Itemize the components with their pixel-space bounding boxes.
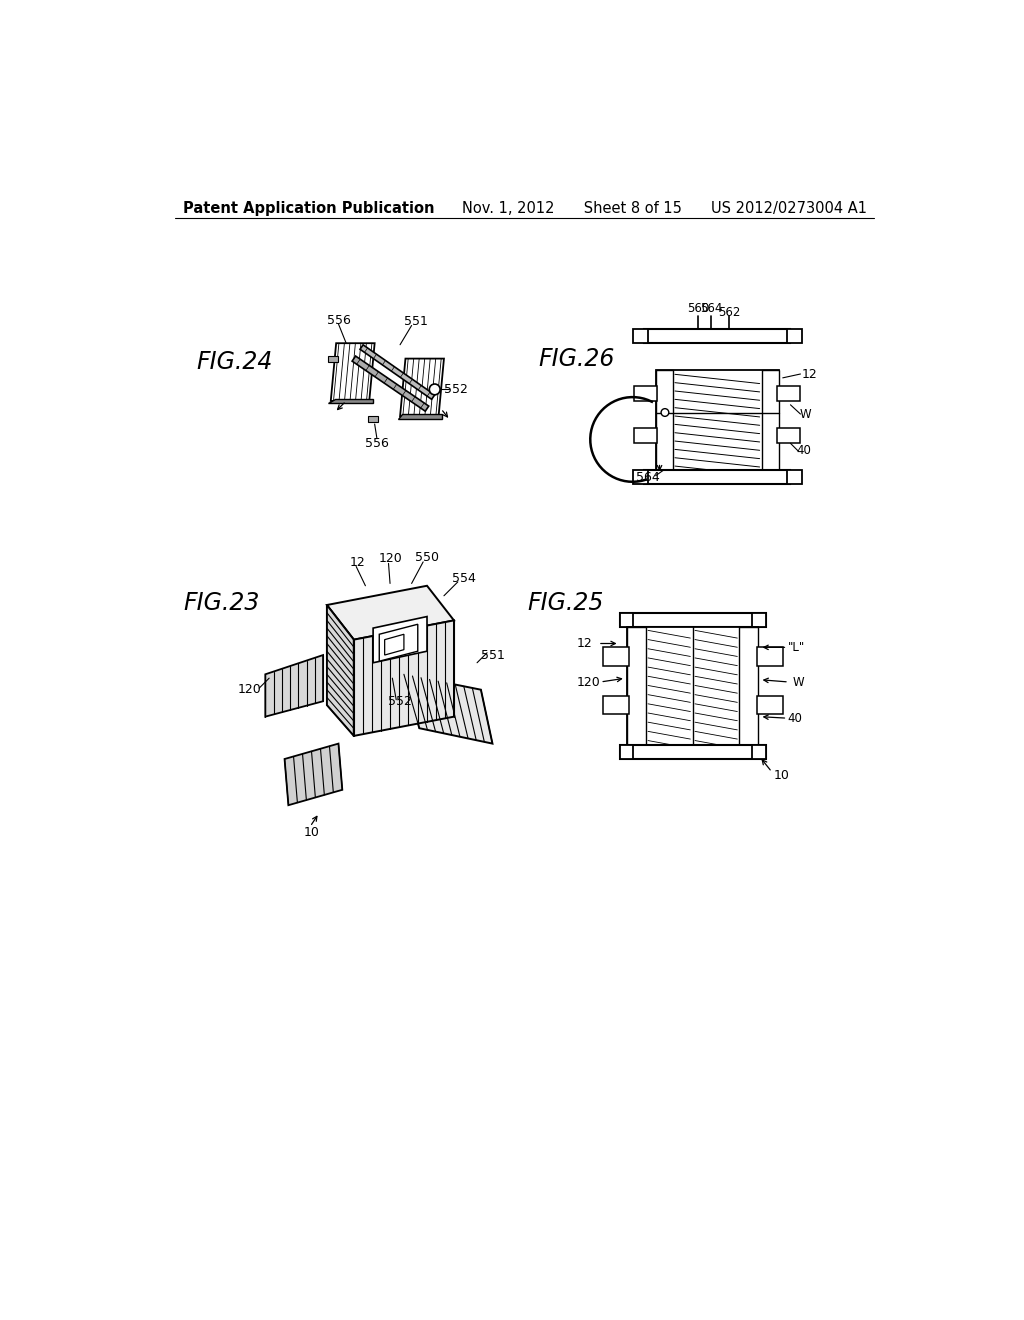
Text: "L": "L" <box>788 640 805 653</box>
Text: FIG.26: FIG.26 <box>539 347 615 371</box>
Polygon shape <box>739 627 758 744</box>
Polygon shape <box>602 696 629 714</box>
Bar <box>329 355 338 362</box>
Polygon shape <box>757 647 782 665</box>
Polygon shape <box>644 470 791 484</box>
Polygon shape <box>634 385 657 401</box>
Text: 40: 40 <box>787 711 803 725</box>
Circle shape <box>662 409 669 416</box>
Polygon shape <box>385 635 403 655</box>
Text: 554: 554 <box>452 572 476 585</box>
Text: 552: 552 <box>444 383 468 396</box>
Polygon shape <box>786 470 802 484</box>
Polygon shape <box>633 330 648 343</box>
Polygon shape <box>331 343 375 401</box>
Text: 551: 551 <box>403 315 427 329</box>
Text: 12: 12 <box>802 367 817 380</box>
Polygon shape <box>379 624 418 661</box>
Polygon shape <box>655 370 779 470</box>
Polygon shape <box>620 612 634 627</box>
Polygon shape <box>602 647 629 665</box>
Polygon shape <box>628 627 646 744</box>
Polygon shape <box>620 744 634 759</box>
Text: Nov. 1, 2012  Sheet 8 of 15: Nov. 1, 2012 Sheet 8 of 15 <box>462 201 682 216</box>
Polygon shape <box>352 356 429 412</box>
Text: 564: 564 <box>636 471 659 484</box>
Polygon shape <box>400 359 444 416</box>
Polygon shape <box>620 744 766 759</box>
Polygon shape <box>354 620 454 737</box>
Text: 12: 12 <box>350 556 366 569</box>
Polygon shape <box>373 616 427 663</box>
Polygon shape <box>620 612 766 627</box>
Text: FIG.23: FIG.23 <box>183 591 259 615</box>
Text: US 2012/0273004 A1: US 2012/0273004 A1 <box>711 201 866 216</box>
Polygon shape <box>634 428 657 444</box>
Text: 12: 12 <box>577 638 593 649</box>
Polygon shape <box>752 744 766 759</box>
Text: W: W <box>800 408 812 421</box>
Text: 120: 120 <box>577 676 601 689</box>
Text: 564: 564 <box>700 302 722 315</box>
Polygon shape <box>786 330 802 343</box>
Text: FIG.25: FIG.25 <box>527 591 603 615</box>
Text: Patent Application Publication: Patent Application Publication <box>183 201 434 216</box>
Polygon shape <box>397 414 442 418</box>
Polygon shape <box>265 655 323 717</box>
Polygon shape <box>285 743 342 805</box>
Polygon shape <box>327 586 454 640</box>
Text: 10: 10 <box>773 770 790 783</box>
Polygon shape <box>752 612 766 627</box>
Text: 10: 10 <box>303 825 319 838</box>
Text: 120: 120 <box>378 552 402 565</box>
Polygon shape <box>757 696 782 714</box>
Bar <box>369 416 378 422</box>
Text: 560: 560 <box>687 302 710 315</box>
Polygon shape <box>644 330 791 343</box>
Text: 556: 556 <box>365 437 389 450</box>
Polygon shape <box>628 627 758 744</box>
Text: 552: 552 <box>388 694 412 708</box>
Polygon shape <box>777 428 801 444</box>
Text: 551: 551 <box>480 648 505 661</box>
Text: FIG.24: FIG.24 <box>196 350 272 375</box>
Polygon shape <box>360 345 435 400</box>
Polygon shape <box>655 370 673 470</box>
Text: 40: 40 <box>796 445 811 458</box>
Text: W: W <box>793 676 804 689</box>
Text: 550: 550 <box>415 550 439 564</box>
Polygon shape <box>403 675 493 743</box>
Text: 562: 562 <box>718 306 740 319</box>
Polygon shape <box>762 370 779 470</box>
Polygon shape <box>329 399 373 404</box>
Polygon shape <box>327 605 354 737</box>
Text: 120: 120 <box>238 684 262 696</box>
Circle shape <box>429 384 440 395</box>
Text: 556: 556 <box>327 314 350 326</box>
Polygon shape <box>777 385 801 401</box>
Polygon shape <box>633 470 648 484</box>
